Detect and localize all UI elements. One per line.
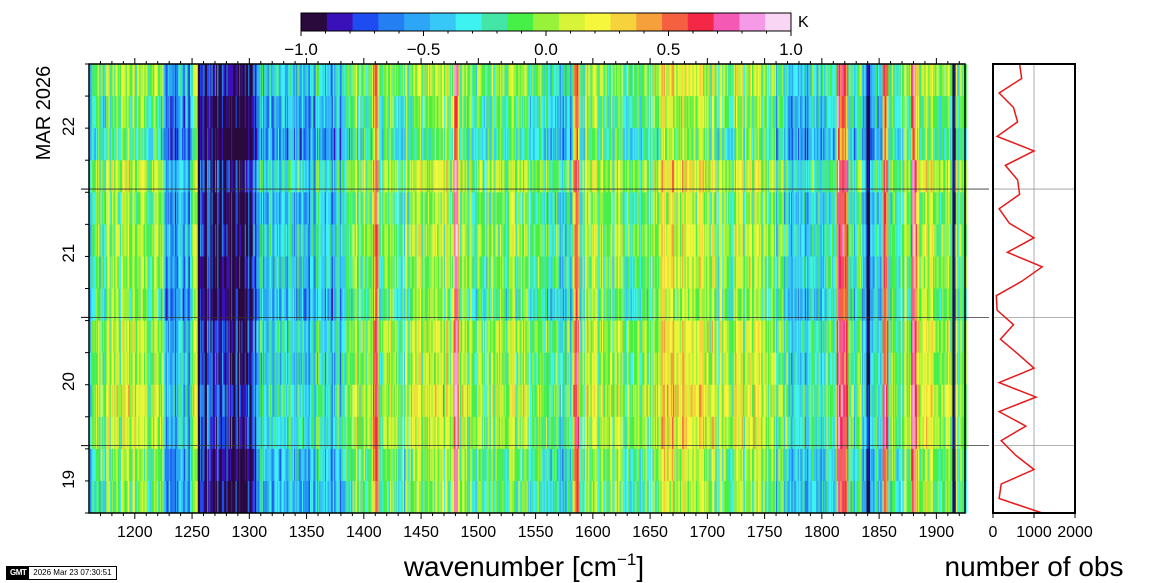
colorbar-swatch (455, 13, 482, 31)
colorbar-swatch (533, 13, 560, 31)
colorbar-swatch (429, 13, 457, 31)
colorbar-swatch (378, 13, 405, 31)
colorbar-swatch (765, 13, 792, 31)
colorbar-swatch (481, 13, 508, 31)
colorbar-swatch (326, 13, 353, 31)
colorbar-swatch (507, 13, 534, 31)
colorbar-swatch (713, 13, 740, 31)
colorbar-swatch (687, 13, 715, 31)
colorbar-ticks: −1.0 −0.5 0.0 0.5 1.0 (284, 31, 803, 59)
colorbar-tick-label: 0.5 (657, 40, 681, 59)
colorbar-swatch (558, 13, 586, 31)
heatmap-cells (89, 64, 967, 514)
colorbar-swatch (404, 13, 431, 31)
colorbar-swatch (610, 13, 637, 31)
colorbar-swatch (584, 13, 611, 31)
colorbar-swatch (662, 13, 689, 31)
colorbar-swatch (352, 13, 379, 31)
colorbar-tick-label: −0.5 (407, 40, 441, 59)
colorbar-tick-label: 0.0 (534, 40, 558, 59)
colorbar-swatch (739, 13, 766, 31)
colorbar (300, 12, 792, 32)
colorbar-unit-label: K (798, 14, 809, 31)
colorbar-tick-label: 1.0 (779, 40, 803, 59)
colorbar-tick-label: −1.0 (284, 40, 318, 59)
colorbar-swatch (636, 13, 663, 31)
colorbar-swatch (301, 13, 328, 31)
